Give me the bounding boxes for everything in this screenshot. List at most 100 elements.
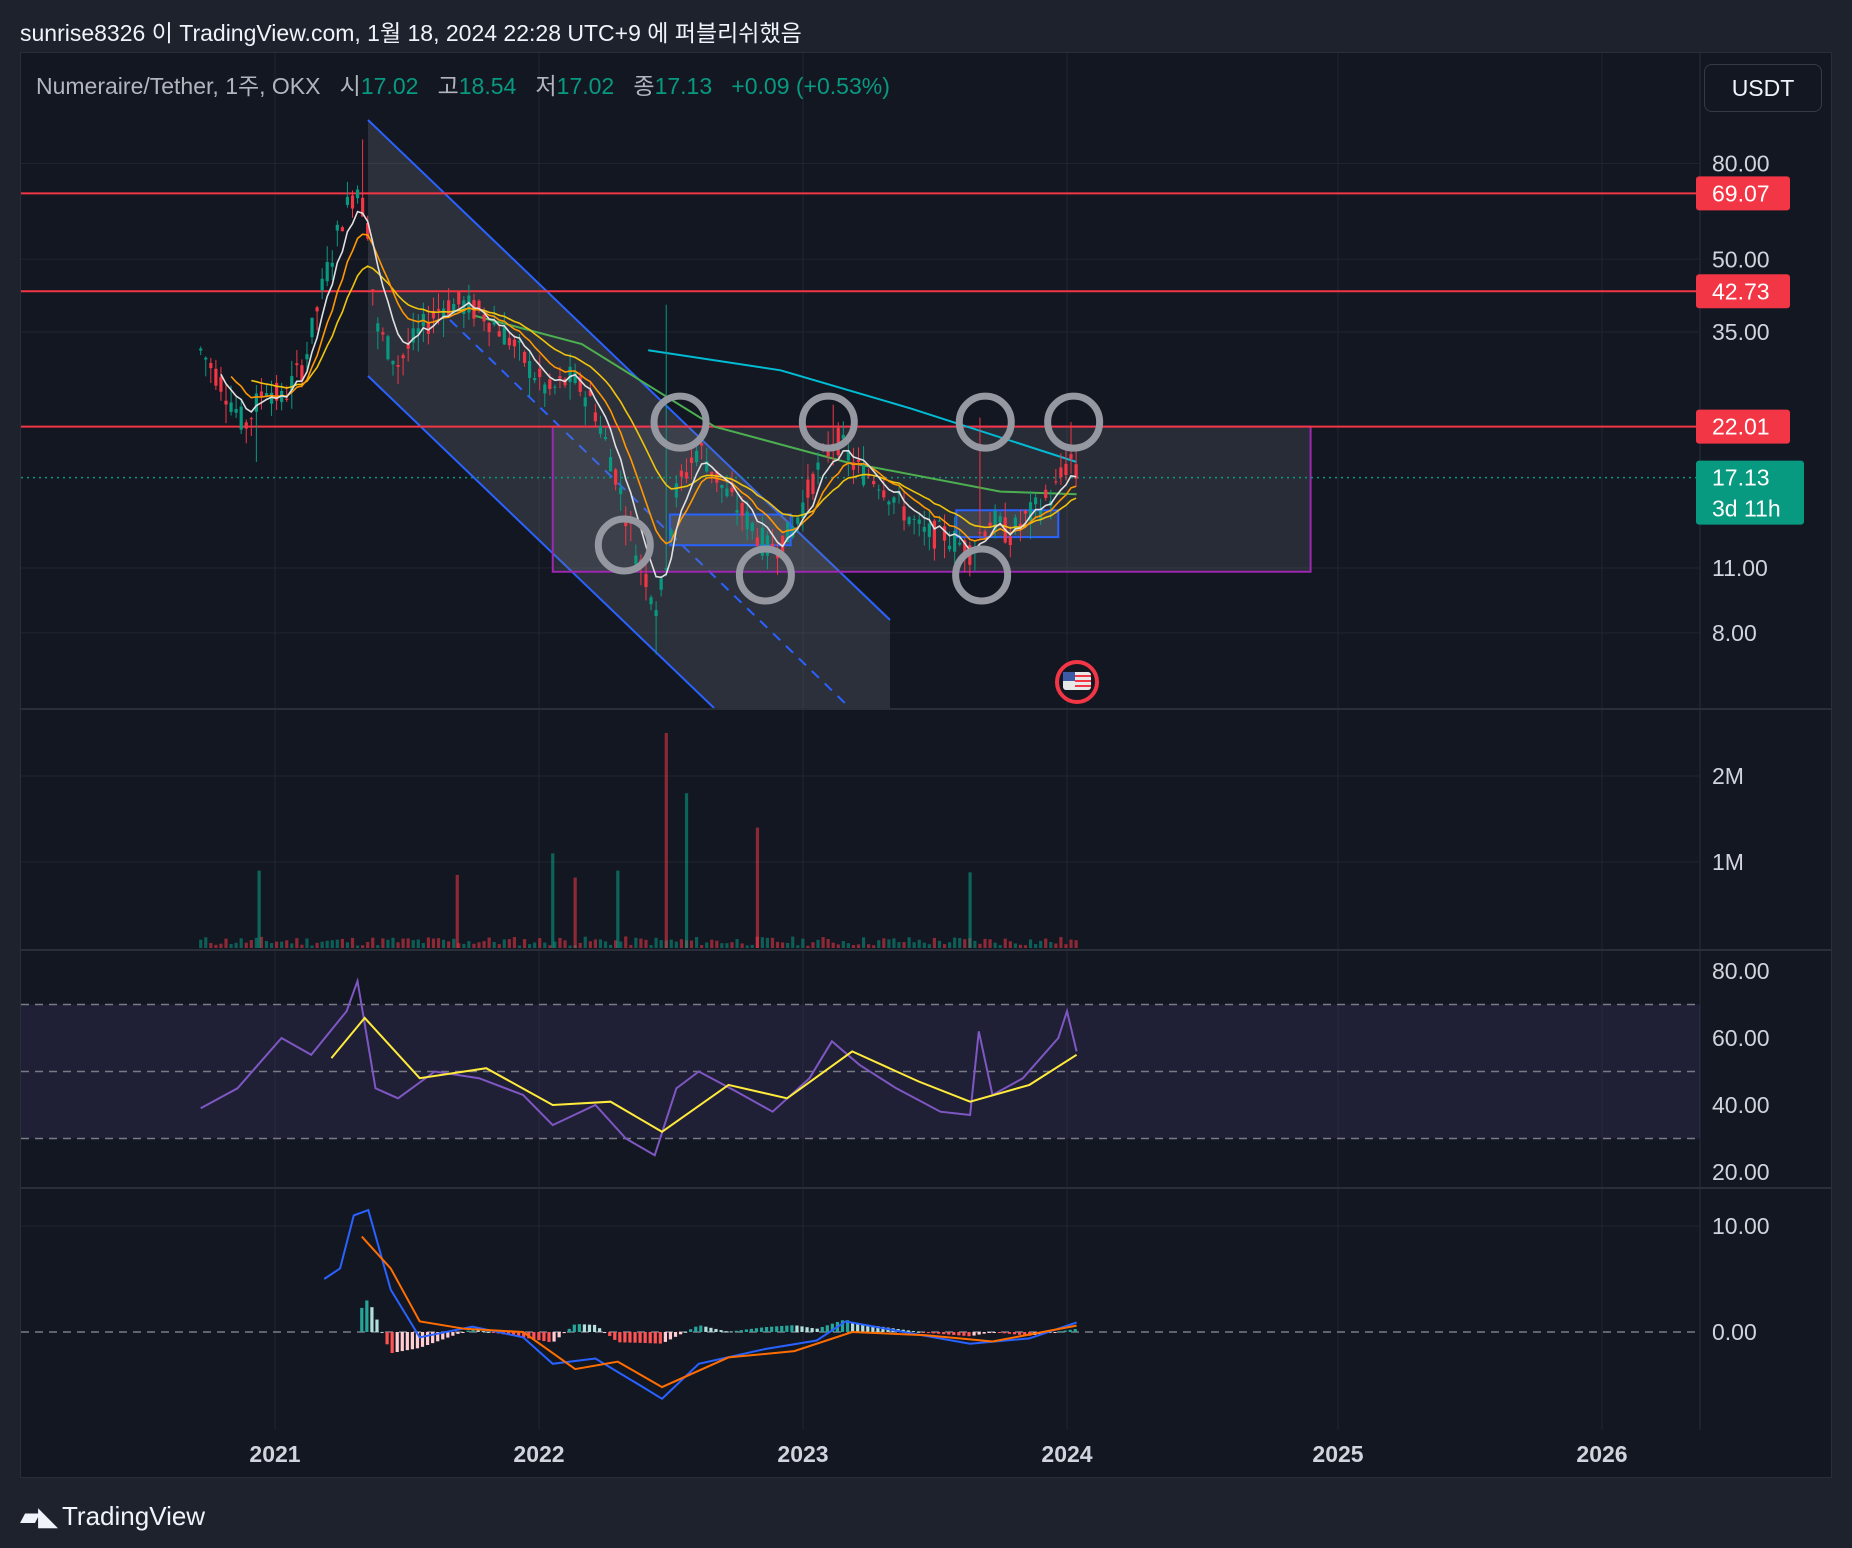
volume-bar xyxy=(694,937,699,948)
candle-body xyxy=(953,530,957,552)
candle-body xyxy=(305,354,309,360)
candle-body xyxy=(1034,497,1038,505)
candle-body xyxy=(872,480,876,485)
volume-bar xyxy=(583,936,587,948)
volume-bar xyxy=(355,945,360,948)
volume-bar xyxy=(897,942,901,948)
candle-body xyxy=(517,340,522,343)
candle-body xyxy=(209,363,213,369)
candle-body xyxy=(290,376,294,391)
volume-bar xyxy=(1064,944,1068,948)
candle-body xyxy=(386,336,390,360)
volume-bar xyxy=(902,942,906,948)
macd-histogram-bar xyxy=(820,1326,824,1332)
candle-body xyxy=(907,517,911,525)
volume-bar xyxy=(497,944,501,948)
volume-bar xyxy=(1003,938,1007,948)
volume-bar xyxy=(644,939,648,948)
macd-histogram-bar xyxy=(557,1332,561,1338)
candle-body xyxy=(330,262,334,267)
volume-bar xyxy=(406,938,410,948)
volume-bar xyxy=(350,937,355,948)
macd-histogram-bar xyxy=(370,1307,374,1332)
volume-bar xyxy=(305,938,309,948)
candle-body xyxy=(725,488,729,497)
volume-bar xyxy=(538,938,542,948)
candle-body xyxy=(219,376,223,392)
time-axis-label: 2024 xyxy=(1041,1441,1092,1467)
macd-histogram-bar xyxy=(491,1332,495,1333)
macd-histogram-bar xyxy=(790,1325,794,1332)
volume-bar xyxy=(947,942,952,948)
volume-bar xyxy=(836,944,840,948)
volume-bar xyxy=(416,939,420,948)
candle-body xyxy=(431,310,436,319)
macd-histogram-bar xyxy=(1023,1332,1027,1336)
macd-histogram-bar xyxy=(957,1332,961,1336)
volume-bar xyxy=(816,939,820,948)
macd-histogram-bar xyxy=(385,1332,389,1345)
volume-bar xyxy=(745,945,749,948)
volume-spike-bar xyxy=(968,872,972,948)
volume-bar xyxy=(831,942,835,948)
currency-button[interactable]: USDT xyxy=(1704,64,1822,112)
tradingview-logo[interactable]: ▰◣ TradingView xyxy=(20,1496,205,1536)
price-label-text: 42.73 xyxy=(1712,278,1770,304)
volume-bar xyxy=(366,941,370,948)
ema-mid-line xyxy=(230,233,1077,545)
candle-body xyxy=(614,469,618,485)
candle-body xyxy=(1013,517,1017,532)
candle-body xyxy=(1054,481,1058,483)
legend-high-label: 고 xyxy=(437,73,459,99)
candle-body xyxy=(892,497,896,503)
macd-histogram-bar xyxy=(365,1300,369,1332)
macd-histogram-bar xyxy=(400,1332,404,1352)
macd-histogram-bar xyxy=(952,1332,956,1335)
candle-body xyxy=(371,289,375,292)
volume-bar xyxy=(887,939,891,948)
macd-histogram-bar xyxy=(775,1326,779,1332)
candle-body xyxy=(310,317,314,338)
volume-bar xyxy=(507,939,511,948)
macd-histogram-bar xyxy=(1063,1330,1067,1332)
macd-histogram-bar xyxy=(881,1326,885,1332)
macd-histogram-bar xyxy=(405,1332,409,1351)
candle-body xyxy=(538,368,542,377)
price-label-text: 22.01 xyxy=(1712,414,1770,440)
candle-body xyxy=(401,355,405,359)
macd-histogram-bar xyxy=(866,1324,870,1332)
volume-bar xyxy=(892,938,896,948)
macd-histogram-bar xyxy=(390,1332,394,1353)
volume-bar xyxy=(421,942,425,948)
price-label-box xyxy=(1696,409,1790,444)
candle-body xyxy=(376,323,380,332)
candle-body xyxy=(239,406,243,430)
legend-high-value: 18.54 xyxy=(458,73,517,99)
macd-histogram-bar xyxy=(517,1332,521,1337)
macd-histogram-bar xyxy=(436,1332,440,1342)
candle-body xyxy=(497,331,501,337)
time-axis-label: 2021 xyxy=(249,1441,300,1467)
macd-histogram-bar xyxy=(375,1319,379,1332)
candle-body xyxy=(1069,454,1073,459)
macd-histogram-bar xyxy=(567,1328,571,1332)
volume-bar xyxy=(492,941,496,948)
macd-histogram-bar xyxy=(992,1332,996,1333)
macd-histogram-bar xyxy=(360,1307,364,1332)
macd-tick-label: 0.00 xyxy=(1712,1319,1757,1345)
candle-body xyxy=(345,196,350,205)
time-axis-label: 2022 xyxy=(513,1441,564,1467)
volume-bar xyxy=(851,945,856,948)
volume-bar xyxy=(760,937,764,948)
volume-bar xyxy=(806,945,810,948)
candle-body xyxy=(755,537,759,546)
volume-bar xyxy=(725,943,729,948)
volume-bar xyxy=(310,945,314,948)
macd-histogram-bar xyxy=(587,1324,592,1332)
volume-spike-bar xyxy=(616,870,620,948)
macd-histogram-bar xyxy=(719,1330,723,1332)
candle-body xyxy=(801,502,805,519)
candle-body xyxy=(1028,502,1033,521)
candle-body xyxy=(426,323,431,334)
